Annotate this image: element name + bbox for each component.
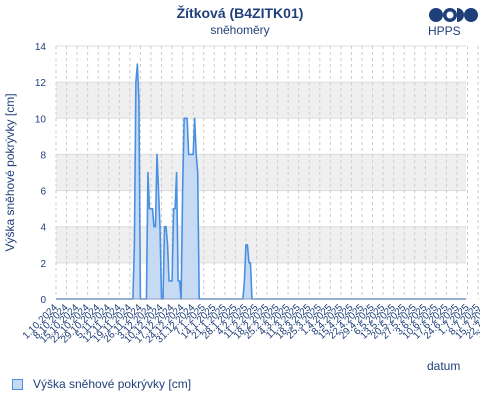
- y-tick-label: 0: [40, 295, 46, 306]
- chart-title: Žítková (B4ZITK01): [176, 5, 304, 21]
- logo-text: HPPS: [428, 24, 461, 38]
- y-tick-label: 6: [40, 187, 46, 198]
- grid-band: [56, 154, 466, 191]
- legend-swatch: [12, 378, 23, 390]
- x-axis-label: datum: [427, 359, 461, 373]
- legend-label: Výška sněhové pokrývky [cm]: [33, 377, 192, 391]
- chart-subtitle: sněhoměry: [210, 23, 270, 37]
- legend[interactable]: Výška sněhové pokrývky [cm]: [12, 377, 191, 391]
- grid-band: [56, 82, 466, 119]
- y-tick-label: 2: [40, 259, 46, 270]
- y-tick-label: 8: [40, 150, 46, 161]
- y-tick-label: 4: [40, 223, 46, 234]
- y-axis-label: Výška sněhové pokrývky [cm]: [3, 93, 17, 251]
- snow-depth-area: [56, 64, 466, 299]
- grid-band: [56, 226, 466, 263]
- y-tick-label: 12: [35, 78, 47, 89]
- y-tick-label: 14: [35, 42, 47, 53]
- hpps-logo-icon: [429, 8, 478, 22]
- y-tick-label: 10: [35, 114, 47, 125]
